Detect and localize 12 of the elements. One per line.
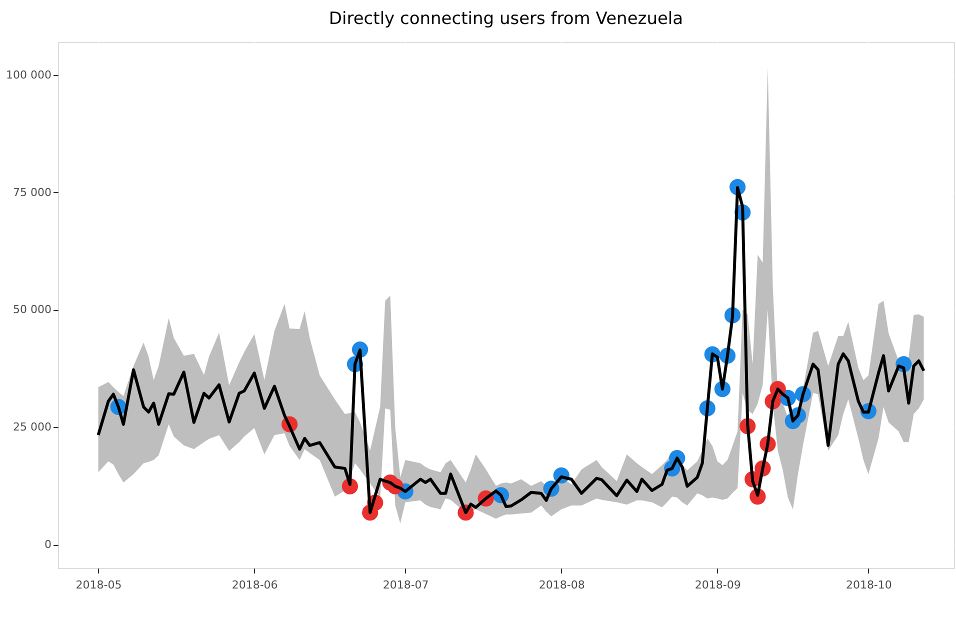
x-tick-label: 2018-10 (846, 578, 892, 592)
x-tick-label: 2018-06 (232, 578, 278, 592)
y-tick-label: 50 000 (13, 303, 52, 316)
y-tick-label: 100 000 (6, 68, 52, 82)
x-tick-label: 2018-05 (76, 578, 122, 592)
x-tick-label: 2018-07 (382, 578, 429, 592)
y-tick-label: 25 000 (13, 420, 52, 434)
y-tick-label: 75 000 (13, 186, 52, 199)
y-tick-label: 0 (44, 538, 52, 552)
x-tick-label: 2018-09 (694, 578, 741, 592)
x-tick-label: 2018-08 (538, 578, 585, 592)
chart-title: Directly connecting users from Venezuela (328, 9, 684, 29)
